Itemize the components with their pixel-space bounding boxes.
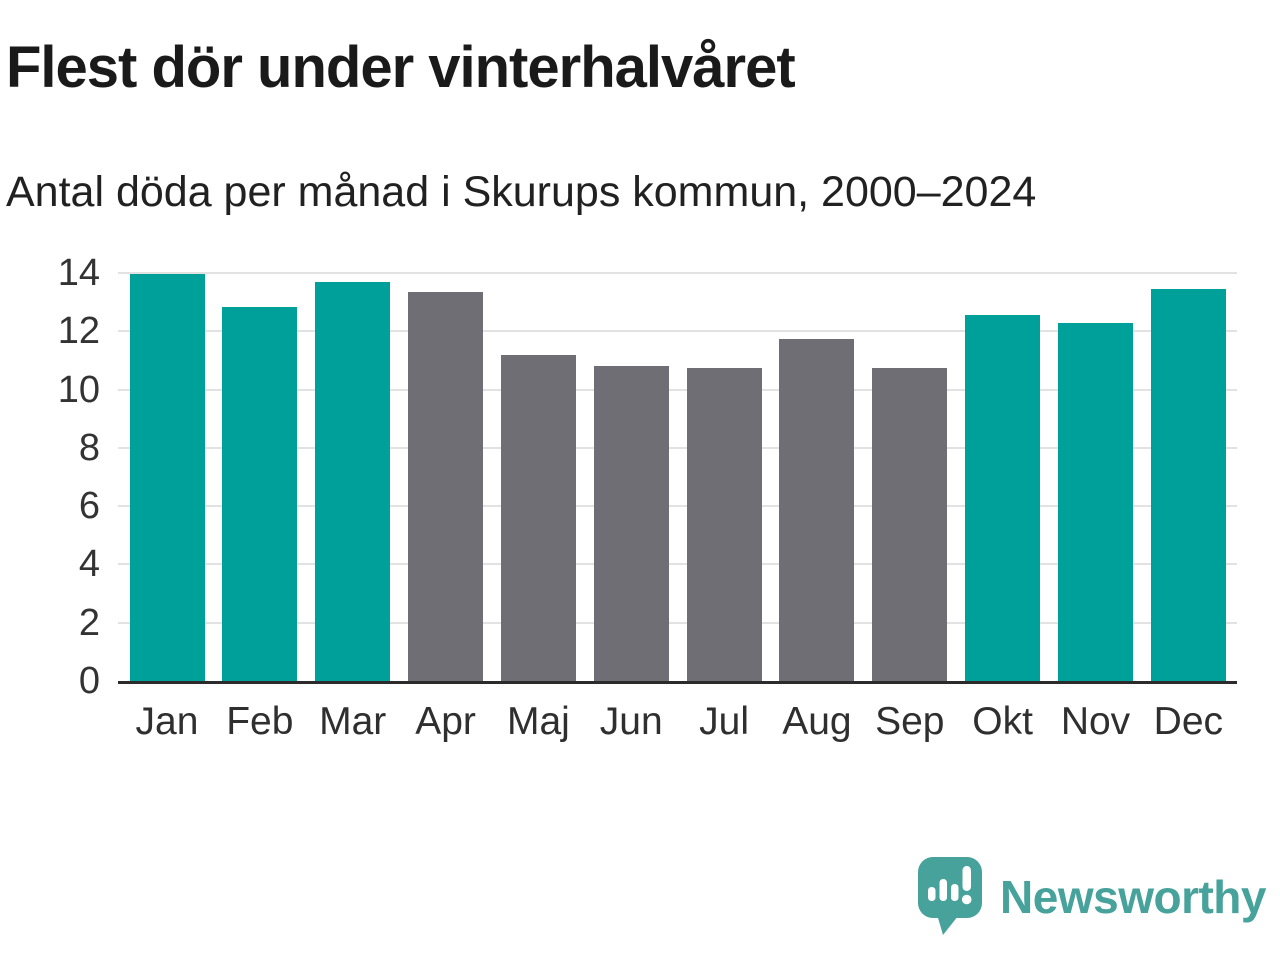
bar-jan bbox=[129, 274, 205, 681]
y-axis: 0 2 4 6 8 10 12 14 bbox=[0, 253, 100, 701]
x-tick-label-jul: Jul bbox=[699, 700, 750, 743]
chart-title: Flest dör under vinterhalvåret bbox=[6, 35, 796, 100]
y-tick-label-4: 4 bbox=[78, 543, 100, 586]
brand-lockup: Newsworthy bbox=[916, 855, 1266, 939]
gridline-10 bbox=[118, 388, 1237, 391]
bar-jun bbox=[593, 366, 669, 681]
plot-area bbox=[118, 272, 1237, 684]
x-axis: Jan Feb Mar Apr Maj Jun Jul Aug Sep Okt Nov Dec bbox=[118, 700, 1237, 750]
brand-name: Newsworthy bbox=[1000, 871, 1266, 923]
bar-maj bbox=[500, 354, 576, 681]
bar-dec bbox=[1150, 289, 1226, 681]
x-tick-label-sep: Sep bbox=[875, 700, 945, 743]
gridline-14 bbox=[118, 272, 1237, 274]
bar-sep bbox=[872, 367, 948, 681]
chart-subtitle: Antal döda per månad i Skurups kommun, 2… bbox=[6, 168, 1037, 216]
x-tick-label-mar: Mar bbox=[319, 700, 387, 743]
bar-mar bbox=[315, 281, 391, 681]
x-tick-label-okt: Okt bbox=[972, 700, 1033, 743]
bar-jul bbox=[686, 367, 762, 681]
y-tick-label-14: 14 bbox=[57, 252, 100, 294]
y-tick-label-2: 2 bbox=[78, 601, 100, 644]
newsworthy-logo-icon bbox=[916, 855, 988, 939]
gridline-2 bbox=[118, 621, 1237, 624]
x-tick-label-aug: Aug bbox=[782, 700, 852, 743]
bar-apr bbox=[408, 291, 484, 681]
bar-aug bbox=[779, 338, 855, 681]
x-tick-label-jan: Jan bbox=[135, 700, 199, 743]
x-tick-label-nov: Nov bbox=[1060, 700, 1131, 743]
gridline-6 bbox=[118, 505, 1237, 508]
x-tick-label-jun: Jun bbox=[599, 700, 663, 743]
gridline-12 bbox=[118, 330, 1237, 333]
bar-feb bbox=[222, 306, 298, 681]
x-tick-label-apr: Apr bbox=[415, 700, 476, 743]
bar-nov bbox=[1058, 322, 1133, 681]
y-tick-label-6: 6 bbox=[78, 485, 100, 528]
y-tick-label-8: 8 bbox=[78, 426, 100, 469]
x-tick-label-dec: Dec bbox=[1153, 700, 1224, 743]
y-tick-label-10: 10 bbox=[57, 368, 100, 411]
x-tick-label-maj: Maj bbox=[506, 700, 570, 743]
x-tick-label-feb: Feb bbox=[226, 700, 294, 743]
bar-okt bbox=[965, 315, 1041, 681]
y-tick-label-12: 12 bbox=[57, 310, 100, 353]
x-axis-line bbox=[118, 681, 1237, 684]
gridline-8 bbox=[118, 446, 1237, 449]
gridline-4 bbox=[118, 563, 1237, 566]
y-tick-label-0: 0 bbox=[78, 660, 100, 702]
